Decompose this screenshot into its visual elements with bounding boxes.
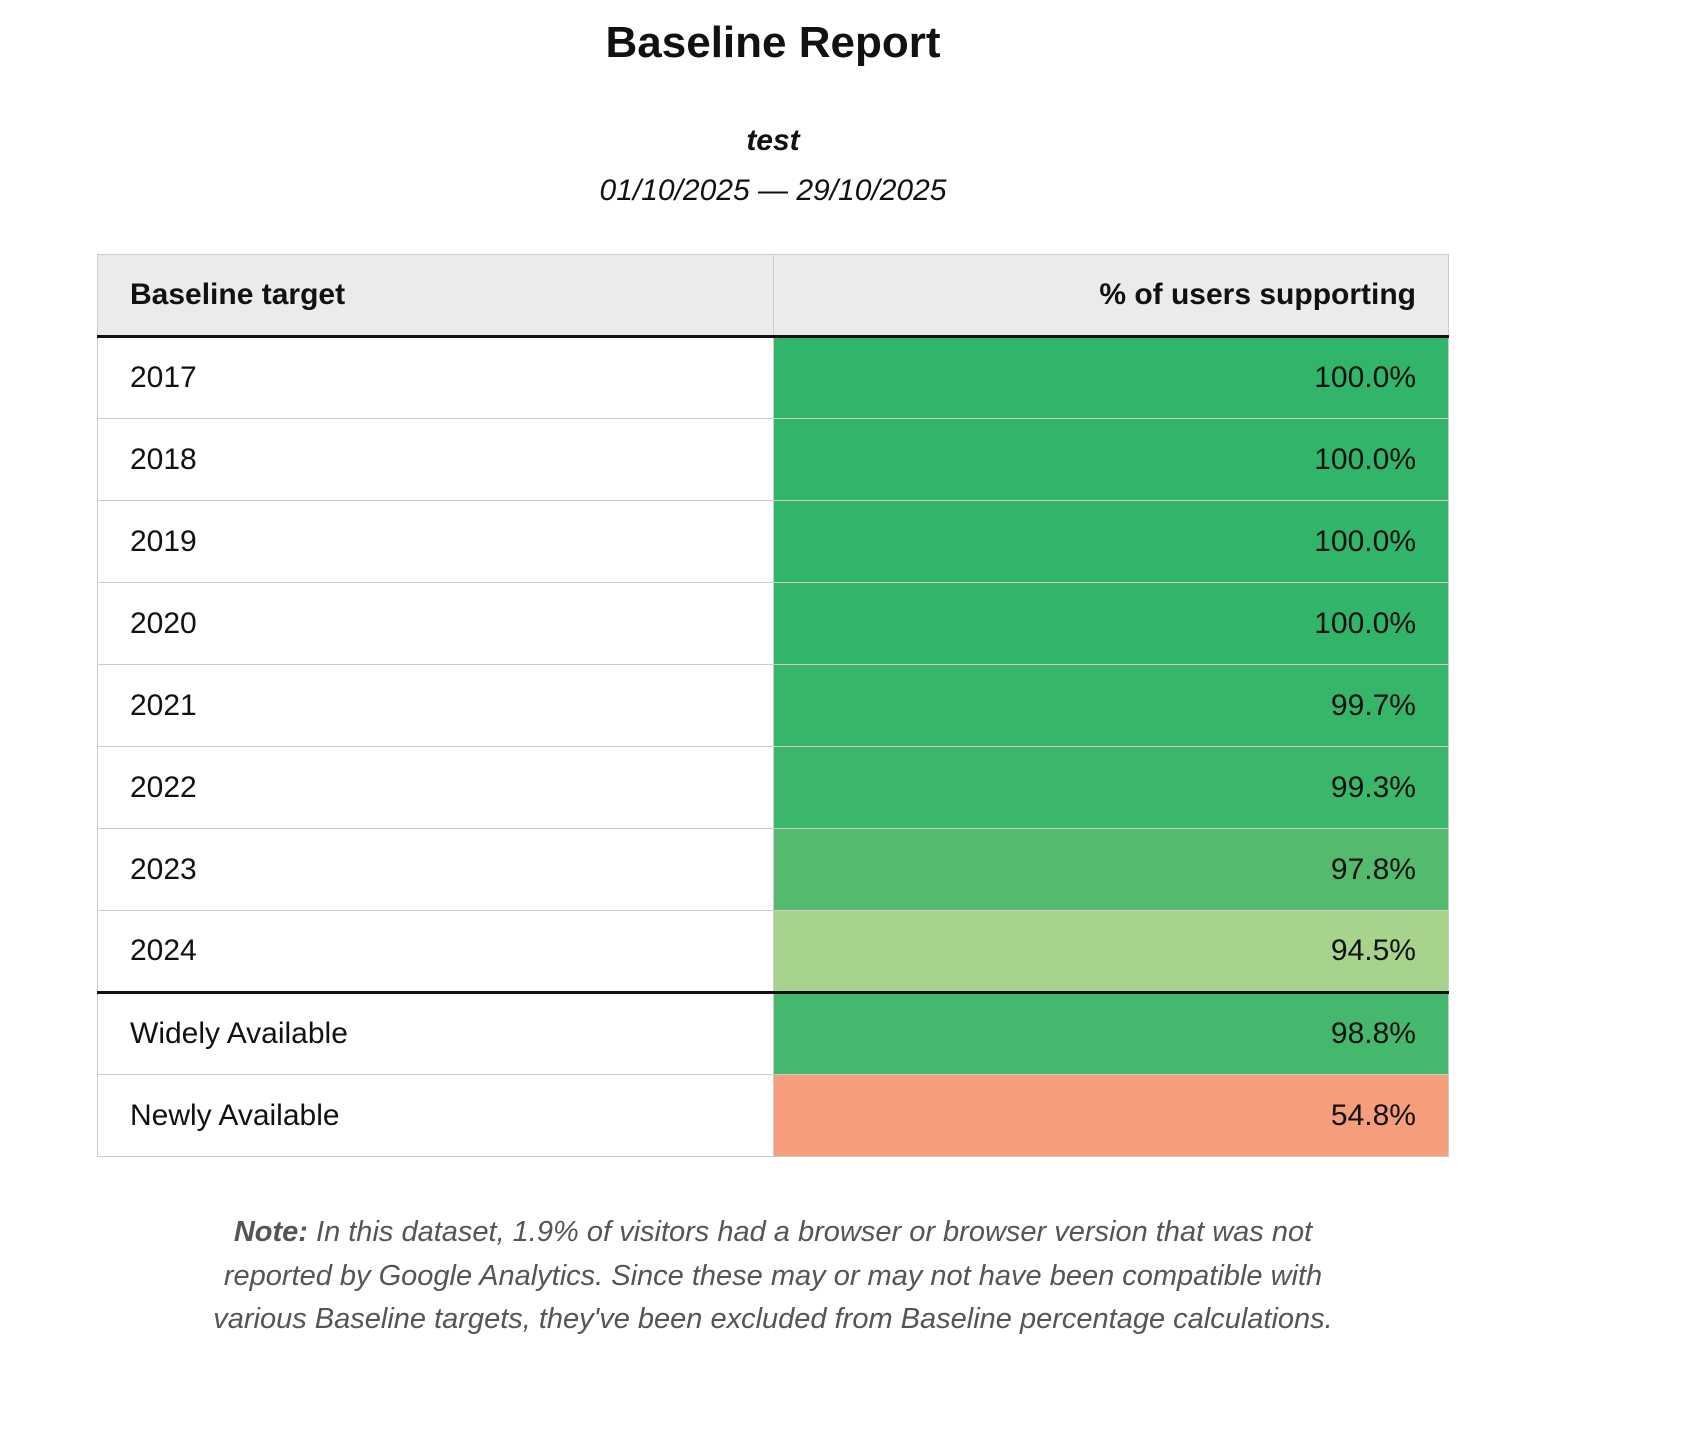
footnote-label: Note: <box>233 1216 308 1248</box>
percent-cell: 100.0% <box>773 582 1449 665</box>
table-row: 2022 99.3% <box>97 746 1449 829</box>
table-row: Widely Available 98.8% <box>97 991 1449 1075</box>
report-subtitle: test <box>746 124 800 157</box>
footnote-text: In this dataset, 1.9% of visitors had a … <box>213 1216 1333 1335</box>
percent-cell: 99.7% <box>773 664 1449 747</box>
baseline-target-cell: 2018 <box>97 418 774 501</box>
table-row: 2017 100.0% <box>97 336 1449 419</box>
table-row: 2018 100.0% <box>97 418 1449 501</box>
table-row: 2023 97.8% <box>97 828 1449 911</box>
percent-cell: 54.8% <box>773 1074 1449 1157</box>
baseline-target-cell: 2022 <box>97 746 774 829</box>
baseline-target-cell: 2024 <box>97 910 774 993</box>
baseline-target-cell: 2021 <box>97 664 774 747</box>
percent-cell: 98.8% <box>773 991 1449 1075</box>
percent-cell: 100.0% <box>773 418 1449 501</box>
table-body: 2017 100.0% 2018 100.0% 2019 100.0% 2020… <box>97 336 1449 1157</box>
report-date-range: 01/10/2025 — 29/10/2025 <box>599 174 947 207</box>
baseline-report: Baseline Report test 01/10/2025 — 29/10/… <box>97 0 1449 1412</box>
baseline-target-cell: 2017 <box>97 336 774 419</box>
baseline-table: Baseline target % of users supporting 20… <box>97 254 1449 1157</box>
percent-cell: 100.0% <box>773 500 1449 583</box>
table-row: 2020 100.0% <box>97 582 1449 665</box>
table-row: 2019 100.0% <box>97 500 1449 583</box>
percent-cell: 94.5% <box>773 910 1449 993</box>
baseline-target-cell: 2023 <box>97 828 774 911</box>
page-title: Baseline Report <box>605 18 941 67</box>
baseline-target-cell: Widely Available <box>97 991 774 1075</box>
footnote: Note: In this dataset, 1.9% of visitors … <box>183 1211 1363 1412</box>
column-header-percent-supporting: % of users supporting <box>773 254 1449 338</box>
percent-cell: 100.0% <box>773 336 1449 419</box>
percent-cell: 97.8% <box>773 828 1449 911</box>
table-row: Newly Available 54.8% <box>97 1074 1449 1157</box>
table-row: 2021 99.7% <box>97 664 1449 747</box>
baseline-target-cell: 2019 <box>97 500 774 583</box>
baseline-target-cell: 2020 <box>97 582 774 665</box>
header-row: Baseline target % of users supporting <box>97 254 1449 338</box>
table-header: Baseline target % of users supporting <box>97 254 1449 338</box>
column-header-baseline-target: Baseline target <box>97 254 774 338</box>
percent-cell: 99.3% <box>773 746 1449 829</box>
table-row: 2024 94.5% <box>97 910 1449 993</box>
baseline-target-cell: Newly Available <box>97 1074 774 1157</box>
